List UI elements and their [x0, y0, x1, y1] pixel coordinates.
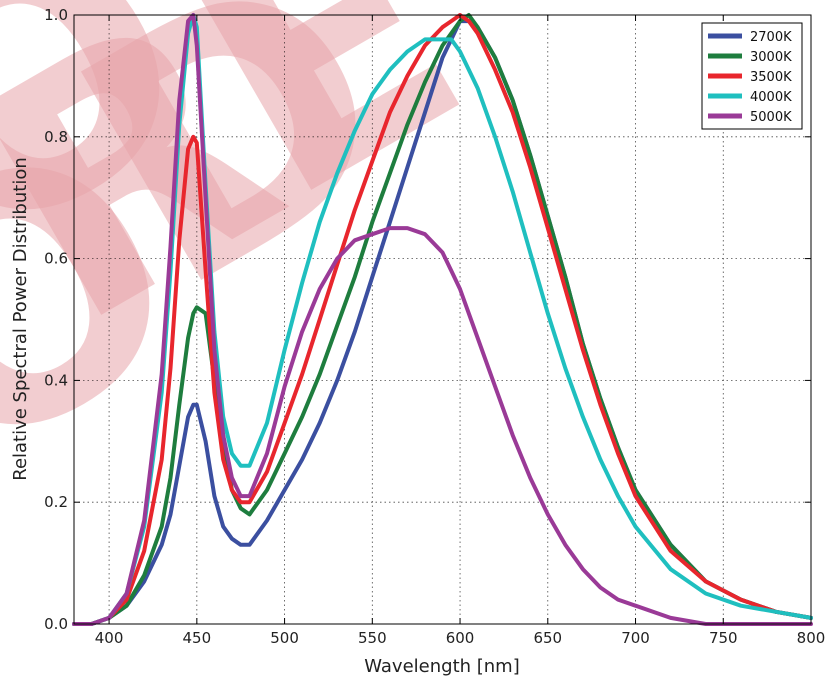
x-tick-label: 550 — [358, 629, 387, 647]
y-tick-label: 0.0 — [44, 615, 68, 633]
y-tick-label: 0.8 — [44, 128, 68, 146]
x-tick-label: 600 — [446, 629, 475, 647]
y-tick-label: 0.2 — [44, 493, 68, 511]
x-tick-label: 700 — [621, 629, 650, 647]
x-tick-label: 800 — [797, 629, 826, 647]
series-line-5000k — [72, 13, 813, 626]
x-tick-label: 400 — [95, 629, 124, 647]
x-tick-label: 450 — [183, 629, 212, 647]
series-lines — [72, 13, 813, 626]
x-axis-label: Wavelength [nm] — [364, 656, 520, 677]
legend-label: 3000K — [750, 50, 792, 65]
series-line-4000k — [72, 13, 813, 626]
axis-ticks: 400 450 500 550 600 650 700 750 800 0.0 0.2 0.4 0.6 0… — [44, 6, 825, 647]
legend-label: 3500K — [750, 70, 792, 85]
y-tick-label: 1.0 — [44, 6, 68, 24]
legend: 2700K 3000K 3500K 4000K 5000K — [701, 22, 803, 130]
legend-label: 5000K — [750, 110, 792, 125]
plot-frame — [73, 14, 812, 625]
legend-label: 2700K — [750, 30, 792, 45]
x-tick-label: 650 — [533, 629, 562, 647]
y-tick-label: 0.4 — [44, 371, 68, 389]
series-line-3500k — [72, 13, 813, 626]
legend-label: 4000K — [750, 90, 792, 105]
x-tick-label: 500 — [270, 629, 299, 647]
x-tick-label: 750 — [709, 629, 738, 647]
y-axis-label: Relative Spectral Power Distribution — [10, 157, 31, 481]
y-tick-label: 0.6 — [44, 250, 68, 268]
